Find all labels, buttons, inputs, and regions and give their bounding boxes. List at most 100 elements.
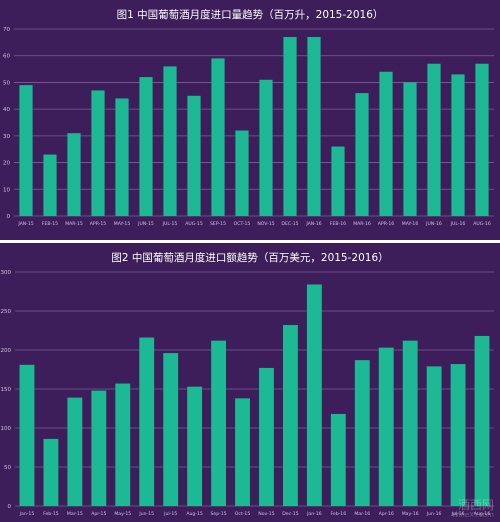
x-tick-label: JUN-15 bbox=[137, 221, 154, 227]
watermark-text: 酒西网 bbox=[457, 498, 494, 512]
x-tick-label: FEB-15 bbox=[42, 221, 58, 227]
x-tick-label: JAN-16 bbox=[305, 221, 321, 227]
bar-jun-15 bbox=[139, 337, 155, 506]
bar-jun-16 bbox=[426, 366, 442, 506]
bar-apr-16 bbox=[379, 71, 393, 216]
bar-jul-15 bbox=[163, 353, 179, 506]
bar-may-15 bbox=[115, 98, 129, 216]
bar-apr-16 bbox=[378, 347, 394, 506]
x-tick-label: Jan-15 bbox=[19, 511, 35, 517]
y-tick-label: 250 bbox=[1, 309, 12, 315]
bar-feb-15 bbox=[43, 154, 57, 216]
bar-feb-16 bbox=[331, 146, 345, 216]
bar-may-15 bbox=[115, 383, 131, 506]
x-tick-label: Aug-15 bbox=[186, 511, 203, 517]
bar-aug-15 bbox=[187, 386, 203, 506]
bar-mar-15 bbox=[67, 133, 81, 216]
bar-mar-16 bbox=[354, 360, 370, 506]
bar-apr-15 bbox=[91, 90, 105, 216]
y-tick-label: 100 bbox=[1, 426, 12, 432]
bar-jan-15 bbox=[19, 364, 35, 506]
x-tick-label: May-16 bbox=[402, 511, 419, 517]
chart-panel-volume: 图1 中国葡萄酒月度进口量趋势（百万升，2015-2016） 0 10 20 30 40… bbox=[0, 0, 500, 240]
x-tick-label: AUG-16 bbox=[473, 221, 491, 227]
chart-panel-value: 图2 中国葡萄酒月度进口额趋势（百万美元，2015-2016） 0 50 100 15… bbox=[0, 243, 500, 522]
watermark-subtext: WineXY.com bbox=[451, 511, 494, 519]
x-tick-label: MAR-15 bbox=[65, 221, 83, 227]
y-tick-label: 10 bbox=[3, 187, 10, 193]
bar-oct-15 bbox=[235, 130, 249, 216]
x-tick-label: Nov-15 bbox=[258, 511, 274, 517]
x-tick-label: APR-15 bbox=[90, 221, 106, 227]
x-tick-label: Sep-15 bbox=[210, 511, 226, 517]
bar-aug-16 bbox=[475, 63, 489, 216]
bar-jun-15 bbox=[139, 77, 153, 216]
x-tick-label: Jun-15 bbox=[138, 511, 154, 517]
bar-mar-16 bbox=[355, 93, 369, 216]
x-tick-label: Mar-16 bbox=[354, 511, 370, 517]
bar-jan-16 bbox=[307, 37, 321, 217]
y-tick-label: 70 bbox=[3, 27, 10, 33]
x-tick-label: JUN-16 bbox=[425, 221, 442, 227]
x-tick-label: APR-16 bbox=[378, 221, 394, 227]
y-tick-label: 300 bbox=[1, 270, 12, 276]
bar-jan-15 bbox=[19, 85, 33, 216]
bar-dec-15 bbox=[283, 325, 298, 506]
x-tick-label: AUG-15 bbox=[185, 221, 203, 227]
chart-title: 图1 中国葡萄酒月度进口量趋势（百万升，2015-2016） bbox=[116, 9, 384, 21]
y-tick-label: 50 bbox=[4, 465, 11, 471]
x-tick-label: Feb-15 bbox=[43, 511, 59, 517]
x-tick-label: MAR-16 bbox=[353, 221, 371, 227]
x-tick-label: MAY-16 bbox=[402, 221, 419, 227]
bar-aug-15 bbox=[187, 95, 201, 216]
x-tick-label: May-15 bbox=[114, 511, 131, 517]
bar-mar-15 bbox=[67, 397, 83, 506]
bar-feb-16 bbox=[330, 413, 346, 506]
bar-nov-15 bbox=[259, 79, 273, 216]
x-tick-label: JUL-16 bbox=[450, 221, 466, 227]
watermark: 酒西网 WineXY.com bbox=[452, 499, 494, 519]
bar-nov-15 bbox=[259, 367, 274, 506]
x-tick-label: MAY-15 bbox=[114, 221, 131, 227]
chart-title: 图2 中国葡萄酒月度进口额趋势（百万美元，2015-2016） bbox=[111, 252, 389, 264]
volume-bar-chart: 0 10 20 30 40 50 60 70 JAN-15 FEB-15 MAR-15 APR-15 M… bbox=[3, 27, 494, 227]
x-tick-label: OCT-15 bbox=[234, 221, 251, 227]
bar-may-16 bbox=[402, 340, 418, 506]
x-tick-label: Aug-16 bbox=[474, 511, 491, 517]
x-tick-label: Apr-15 bbox=[91, 511, 106, 517]
bar-sep-15 bbox=[211, 340, 226, 506]
bar-oct-15 bbox=[235, 398, 250, 506]
x-tick-label: Jul-15 bbox=[163, 511, 177, 517]
x-tick-label: Oct-15 bbox=[235, 511, 251, 517]
y-tick-label: 0 bbox=[8, 504, 12, 510]
bar-jan-16 bbox=[306, 284, 322, 506]
bar-feb-15 bbox=[43, 438, 59, 506]
x-tick-label: SEP-15 bbox=[210, 221, 226, 227]
y-tick-label: 50 bbox=[3, 80, 10, 86]
bar-may-16 bbox=[403, 82, 417, 216]
x-tick-label: NOV-15 bbox=[257, 221, 274, 227]
bar-jul-16 bbox=[451, 74, 465, 217]
x-tick-label: DEC-15 bbox=[281, 221, 298, 227]
y-tick-label: 200 bbox=[1, 348, 12, 354]
x-tick-label: Mar-15 bbox=[67, 511, 83, 517]
bar-aug-16 bbox=[474, 335, 490, 506]
bar-jul-16 bbox=[450, 364, 466, 506]
value-bar-chart: 0 50 100 150 200 250 300 Jan-15 Feb-15 Mar-15 Apr-… bbox=[1, 270, 494, 517]
bar-jul-15 bbox=[163, 66, 177, 217]
bar-dec-15 bbox=[283, 37, 297, 217]
y-tick-label: 0 bbox=[7, 214, 11, 220]
x-tick-label: JUL-15 bbox=[162, 221, 178, 227]
x-tick-label: Feb-16 bbox=[331, 511, 347, 517]
x-tick-label: JAN-15 bbox=[17, 221, 33, 227]
bar-jun-16 bbox=[427, 63, 441, 216]
y-tick-label: 60 bbox=[3, 54, 10, 60]
x-tick-label: FEB-16 bbox=[330, 221, 346, 227]
y-tick-label: 30 bbox=[3, 134, 10, 140]
y-tick-label: 40 bbox=[3, 107, 10, 113]
x-tick-label: Jul-16 bbox=[451, 511, 465, 517]
bar-apr-15 bbox=[91, 390, 107, 506]
x-tick-label: Dec-15 bbox=[282, 511, 298, 517]
bar-sep-15 bbox=[211, 58, 225, 217]
y-tick-label: 150 bbox=[1, 387, 12, 393]
